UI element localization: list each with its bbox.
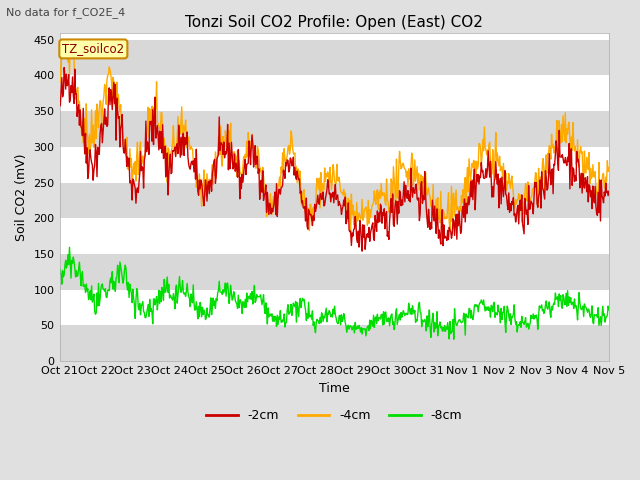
Legend: -2cm, -4cm, -8cm: -2cm, -4cm, -8cm xyxy=(201,404,467,427)
Bar xyxy=(60,182,609,218)
Text: No data for f_CO2E_4: No data for f_CO2E_4 xyxy=(6,7,125,18)
Y-axis label: Soil CO2 (mV): Soil CO2 (mV) xyxy=(15,153,28,240)
Bar xyxy=(60,325,609,361)
Bar xyxy=(60,40,609,75)
Bar xyxy=(60,254,609,290)
Bar xyxy=(60,111,609,147)
Text: TZ_soilco2: TZ_soilco2 xyxy=(62,42,124,55)
Title: Tonzi Soil CO2 Profile: Open (East) CO2: Tonzi Soil CO2 Profile: Open (East) CO2 xyxy=(185,15,483,30)
X-axis label: Time: Time xyxy=(319,382,349,395)
